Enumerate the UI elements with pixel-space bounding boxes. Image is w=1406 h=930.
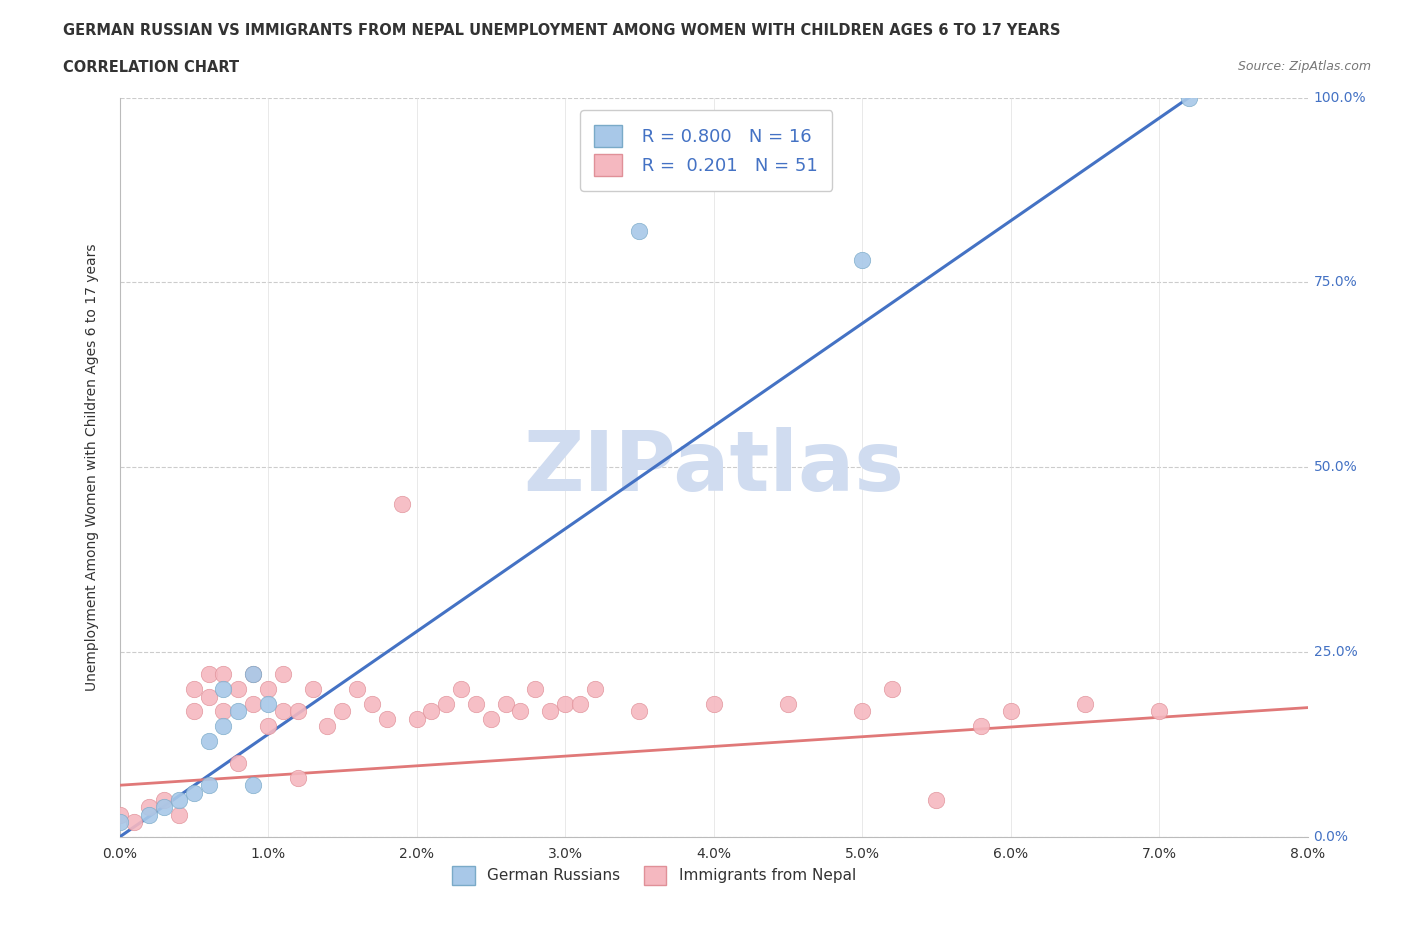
Point bbox=[361, 697, 384, 711]
Point bbox=[464, 697, 488, 711]
Text: GERMAN RUSSIAN VS IMMIGRANTS FROM NEPAL UNEMPLOYMENT AMONG WOMEN WITH CHILDREN A: GERMAN RUSSIAN VS IMMIGRANTS FROM NEPAL … bbox=[63, 23, 1060, 38]
Point bbox=[330, 704, 353, 719]
Point bbox=[257, 697, 280, 711]
Text: CORRELATION CHART: CORRELATION CHART bbox=[63, 60, 239, 75]
Point bbox=[568, 697, 591, 711]
Point bbox=[702, 697, 725, 711]
Point bbox=[108, 815, 131, 830]
Point bbox=[138, 800, 160, 815]
Point bbox=[257, 719, 280, 734]
Text: 50.0%: 50.0% bbox=[1313, 460, 1357, 474]
Point bbox=[628, 704, 651, 719]
Point bbox=[628, 223, 651, 238]
Point bbox=[316, 719, 339, 734]
Point bbox=[420, 704, 443, 719]
Point bbox=[509, 704, 531, 719]
Point bbox=[450, 682, 472, 697]
Point bbox=[1000, 704, 1022, 719]
Text: 100.0%: 100.0% bbox=[1313, 90, 1367, 105]
Point bbox=[228, 755, 250, 770]
Point bbox=[880, 682, 903, 697]
Point bbox=[391, 497, 413, 512]
Point bbox=[925, 792, 948, 807]
Point bbox=[183, 682, 205, 697]
Point bbox=[153, 800, 176, 815]
Point bbox=[167, 807, 190, 822]
Text: 75.0%: 75.0% bbox=[1313, 275, 1357, 289]
Point bbox=[346, 682, 368, 697]
Point bbox=[108, 807, 131, 822]
Point bbox=[228, 682, 250, 697]
Legend: German Russians, Immigrants from Nepal: German Russians, Immigrants from Nepal bbox=[444, 858, 863, 892]
Point bbox=[1074, 697, 1097, 711]
Text: ZIPatlas: ZIPatlas bbox=[523, 427, 904, 508]
Point bbox=[1178, 90, 1201, 105]
Point bbox=[197, 689, 219, 704]
Text: Source: ZipAtlas.com: Source: ZipAtlas.com bbox=[1237, 60, 1371, 73]
Point bbox=[970, 719, 993, 734]
Point bbox=[538, 704, 561, 719]
Point bbox=[212, 704, 235, 719]
Point bbox=[434, 697, 457, 711]
Point bbox=[375, 711, 398, 726]
Point bbox=[287, 704, 309, 719]
Point bbox=[271, 704, 294, 719]
Text: 25.0%: 25.0% bbox=[1313, 645, 1357, 659]
Point bbox=[183, 704, 205, 719]
Point bbox=[257, 682, 280, 697]
Point bbox=[124, 815, 146, 830]
Point bbox=[183, 785, 205, 800]
Point bbox=[212, 682, 235, 697]
Point bbox=[554, 697, 576, 711]
Point bbox=[242, 667, 264, 682]
Point bbox=[228, 704, 250, 719]
Point bbox=[405, 711, 427, 726]
Point bbox=[1147, 704, 1170, 719]
Point bbox=[242, 777, 264, 792]
Point bbox=[167, 792, 190, 807]
Point bbox=[197, 734, 219, 749]
Point bbox=[776, 697, 799, 711]
Point bbox=[479, 711, 502, 726]
Point bbox=[153, 792, 176, 807]
Point bbox=[212, 719, 235, 734]
Point bbox=[242, 667, 264, 682]
Point bbox=[301, 682, 323, 697]
Point bbox=[197, 667, 219, 682]
Point bbox=[212, 667, 235, 682]
Text: 0.0%: 0.0% bbox=[1313, 830, 1348, 844]
Point bbox=[271, 667, 294, 682]
Point bbox=[524, 682, 547, 697]
Point bbox=[851, 253, 873, 268]
Y-axis label: Unemployment Among Women with Children Ages 6 to 17 years: Unemployment Among Women with Children A… bbox=[84, 244, 98, 691]
Point bbox=[583, 682, 606, 697]
Point bbox=[138, 807, 160, 822]
Point bbox=[851, 704, 873, 719]
Point bbox=[242, 697, 264, 711]
Point bbox=[287, 770, 309, 785]
Point bbox=[197, 777, 219, 792]
Point bbox=[495, 697, 517, 711]
